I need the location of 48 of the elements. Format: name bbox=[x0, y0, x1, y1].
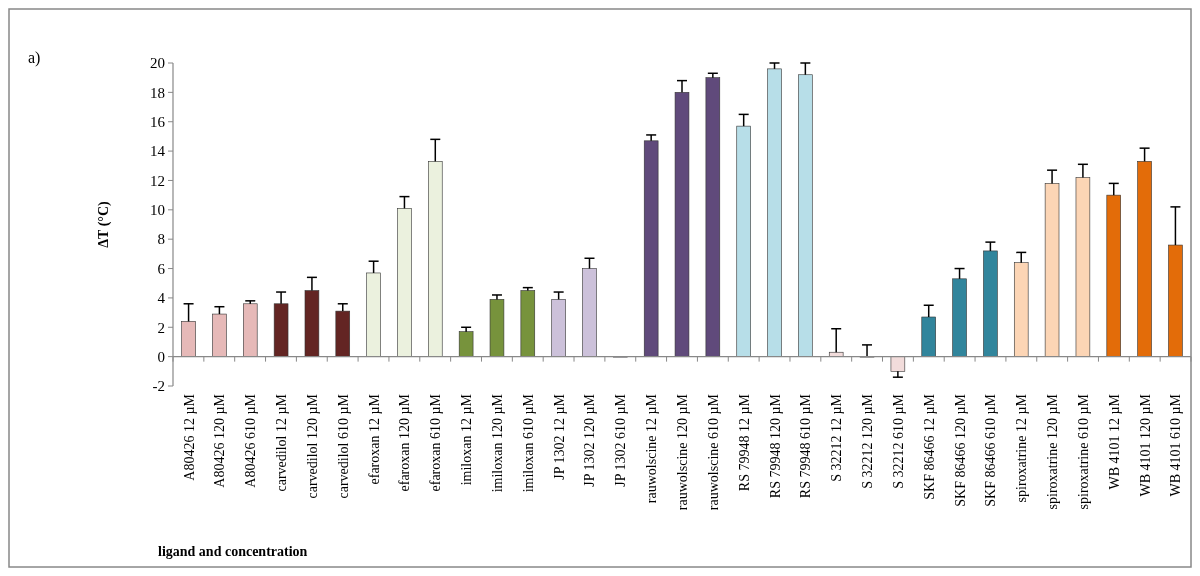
x-tick-label: efaroxan 12 µM bbox=[366, 393, 382, 485]
x-tick-label: efaroxan 610 µM bbox=[428, 393, 444, 492]
x-tick-label: rauwolscine 610 µM bbox=[705, 393, 721, 511]
x-tick-label: RS 79948 610 µM bbox=[798, 393, 814, 499]
x-tick-label: spiroxatrine 12 µM bbox=[1014, 393, 1030, 503]
x-tick-label: efaroxan 120 µM bbox=[397, 393, 413, 492]
x-tick-label: imiloxan 120 µM bbox=[489, 393, 505, 493]
x-tick-label: carvedilol 610 µM bbox=[335, 393, 351, 499]
x-tick-label: WB 4101 12 µM bbox=[1106, 393, 1122, 490]
x-tick-label: imiloxan 12 µM bbox=[459, 393, 475, 486]
x-tick-label: SKF 86466 12 µM bbox=[921, 393, 937, 500]
x-tick-label: JP 1302 12 µM bbox=[551, 393, 567, 480]
y-tick-label: 8 bbox=[157, 231, 165, 248]
y-tick-label: 4 bbox=[157, 290, 166, 307]
y-tick-label: 14 bbox=[150, 143, 166, 160]
text: a) bbox=[28, 49, 41, 67]
x-tick-label: SKF 86466 120 µM bbox=[952, 393, 968, 507]
x-tick-label: spiroxatrine 610 µM bbox=[1075, 393, 1091, 510]
y-tick-label: 18 bbox=[150, 84, 165, 101]
y-tick-label: 16 bbox=[150, 113, 166, 130]
x-tick-label: JP 1302 610 µM bbox=[613, 393, 629, 487]
x-tick-label: SKF 86466 610 µM bbox=[983, 393, 999, 507]
x-tick-label: spiroxatrine 120 µM bbox=[1045, 393, 1061, 510]
x-axis-title: ligand and concentration bbox=[158, 544, 308, 559]
x-tick-label: S 32212 12 µM bbox=[829, 393, 845, 482]
x-tick-label: carvedilol 120 µM bbox=[304, 393, 320, 499]
x-tick-label: carvedilol 12 µM bbox=[274, 393, 290, 492]
y-tick-label: 12 bbox=[150, 172, 165, 189]
y-tick-label: -2 bbox=[152, 378, 165, 395]
x-tick-label: S 32212 610 µM bbox=[890, 393, 906, 489]
x-tick-label: A80426 12 µM bbox=[181, 393, 197, 481]
x-tick-label: WB 4101 610 µM bbox=[1168, 393, 1184, 497]
x-tick-label: S 32212 120 µM bbox=[860, 393, 876, 489]
x-tick-label: A80426 610 µM bbox=[243, 393, 259, 488]
x-tick-label: RS 79948 12 µM bbox=[736, 393, 752, 492]
x-tick-label: rauwolscine 12 µM bbox=[644, 393, 660, 504]
x-tick-label: JP 1302 120 µM bbox=[582, 393, 598, 487]
x-tick-label: imiloxan 610 µM bbox=[520, 393, 536, 493]
x-tick-label: rauwolscine 120 µM bbox=[675, 393, 690, 511]
y-tick-label: 10 bbox=[150, 202, 165, 219]
y-tick-label: 2 bbox=[157, 319, 165, 336]
x-tick-label: WB 4101 120 µM bbox=[1137, 393, 1153, 497]
y-tick-label: 0 bbox=[157, 348, 165, 365]
y-tick-label: 20 bbox=[150, 55, 165, 72]
x-tick-label: A80426 120 µM bbox=[212, 393, 228, 488]
y-tick-label: 6 bbox=[157, 260, 166, 277]
y-axis-title: ΔT (°C) bbox=[96, 200, 112, 248]
x-tick-label: RS 79948 120 µM bbox=[767, 393, 783, 499]
